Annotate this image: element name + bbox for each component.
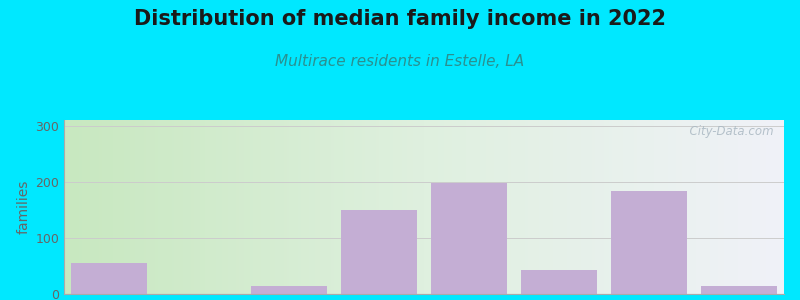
Bar xyxy=(250,286,327,294)
Bar xyxy=(70,263,147,294)
Bar xyxy=(430,183,507,294)
Text: City-Data.com: City-Data.com xyxy=(682,125,773,138)
Text: Multirace residents in Estelle, LA: Multirace residents in Estelle, LA xyxy=(275,54,525,69)
Bar xyxy=(610,191,687,294)
Bar xyxy=(701,286,778,294)
Bar xyxy=(521,270,598,294)
Bar xyxy=(341,210,418,294)
Text: Distribution of median family income in 2022: Distribution of median family income in … xyxy=(134,9,666,29)
Y-axis label: families: families xyxy=(17,180,31,234)
